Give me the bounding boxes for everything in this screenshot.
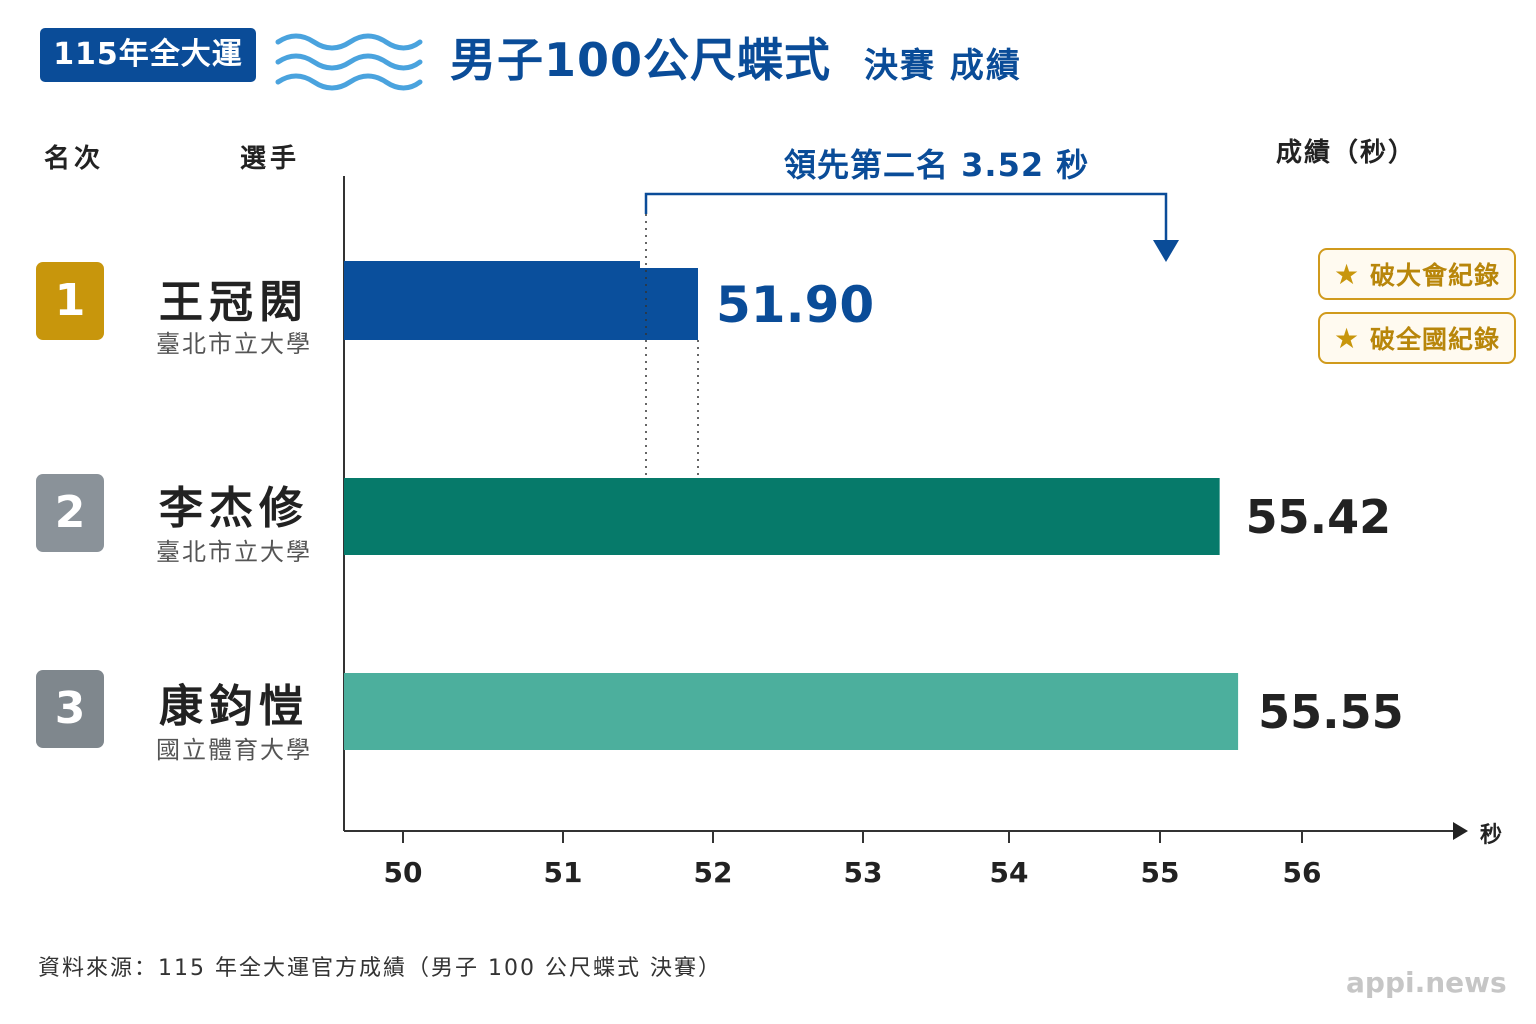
- lead-margin-label: 領先第二名 3.52 秒: [784, 146, 1090, 184]
- x-tick-label: 54: [990, 856, 1029, 889]
- bar-notch: [344, 261, 640, 269]
- source-note: 資料來源：115 年全大運官方成績（男子 100 公尺蝶式 決賽）: [38, 956, 722, 981]
- record-badge-meet: ★ 破大會紀錄: [1318, 248, 1516, 300]
- athlete-school-2: 臺北市立大學: [156, 538, 312, 566]
- event-badge: 115年全大運: [40, 28, 256, 82]
- x-tick-label: 56: [1283, 856, 1322, 889]
- rank-badge-2: 2: [36, 474, 104, 552]
- record-label-meet: 破大會紀錄: [1370, 261, 1501, 290]
- rank-badge-3: 3: [36, 670, 104, 748]
- bar: [344, 673, 1239, 750]
- page-title: 男子100公尺蝶式: [450, 33, 832, 87]
- column-header-rank: 名次: [44, 144, 105, 174]
- x-axis-unit: 秒: [1480, 823, 1502, 848]
- x-tick-label: 53: [844, 856, 883, 889]
- athlete-name-3: 康鈞愷: [159, 681, 309, 732]
- column-header-athlete: 選手: [240, 144, 301, 174]
- bar: [344, 268, 698, 340]
- lead-bracket: [644, 192, 1168, 242]
- page-subtitle: 決賽 成績: [864, 46, 1022, 86]
- star-icon: ★: [1333, 257, 1361, 291]
- x-tick-label: 55: [1141, 856, 1180, 889]
- athlete-school-1: 臺北市立大學: [156, 330, 312, 358]
- record-label-national: 破全國紀錄: [1370, 325, 1501, 354]
- rank-badge-1: 1: [36, 262, 104, 340]
- bar-value-label: 55.42: [1246, 490, 1392, 544]
- wave-icon: [275, 33, 423, 91]
- record-badge-national: ★ 破全國紀錄: [1318, 312, 1516, 364]
- bar: [344, 478, 1220, 555]
- athlete-name-1: 王冠閎: [159, 277, 309, 328]
- bar-value-label: 51.90: [716, 276, 874, 334]
- athlete-name-2: 李杰修: [159, 483, 309, 534]
- lead-arrow-icon: [1153, 240, 1179, 262]
- x-tick-label: 52: [694, 856, 733, 889]
- x-axis-arrow-icon: [1453, 822, 1468, 840]
- watermark: appi.news: [1346, 966, 1507, 999]
- x-tick-label: 51: [544, 856, 583, 889]
- column-header-time: 成績（秒）: [1276, 138, 1417, 168]
- x-tick-label: 50: [384, 856, 423, 889]
- star-icon: ★: [1333, 321, 1361, 355]
- athlete-school-3: 國立體育大學: [156, 736, 312, 764]
- bar-value-label: 55.55: [1258, 685, 1404, 739]
